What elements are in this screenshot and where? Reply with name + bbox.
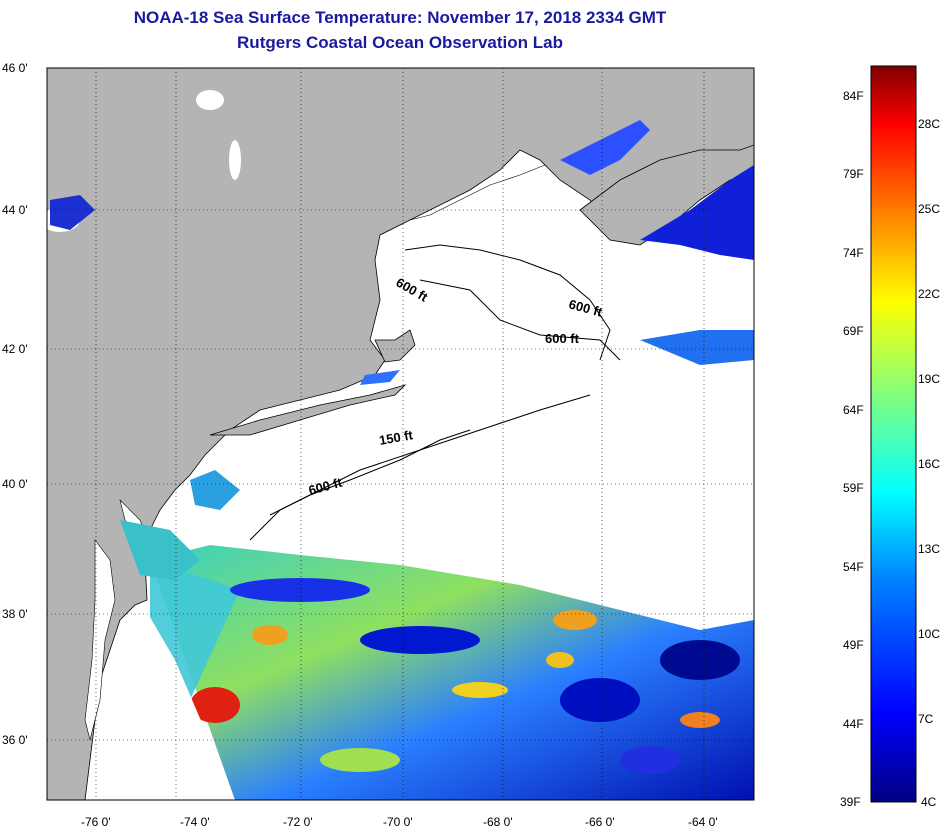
colorbar-f-label: 79F — [843, 167, 864, 181]
colorbar: 84F 79F 74F 69F 64F 59F 54F 49F 44F 39F … — [840, 65, 940, 809]
colorbar-f-label: 84F — [843, 89, 864, 103]
colorbar-c-label: 10C — [918, 627, 940, 641]
colorbar-c-label: 19C — [918, 372, 940, 386]
colorbar-c-label: 4C — [921, 795, 937, 809]
lon-label: -70 0' — [383, 815, 413, 829]
colorbar-f-label: 74F — [843, 246, 864, 260]
colorbar-f-label: 54F — [843, 560, 864, 574]
lat-label: 42 0' — [2, 342, 28, 356]
colorbar-f-labels: 84F 79F 74F 69F 64F 59F 54F 49F 44F 39F — [840, 89, 864, 809]
depth-label: 150 ft — [378, 427, 415, 448]
lat-label: 40 0' — [2, 477, 28, 491]
colorbar-c-label: 7C — [918, 712, 934, 726]
lat-label: 46 0' — [2, 61, 28, 75]
sst-features — [190, 578, 740, 774]
colorbar-f-label: 44F — [843, 717, 864, 731]
colorbar-c-label: 28C — [918, 117, 940, 131]
colorbar-f-label: 59F — [843, 481, 864, 495]
colorbar-f-label: 69F — [843, 324, 864, 338]
lon-label: -76 0' — [81, 815, 111, 829]
lon-label: -74 0' — [180, 815, 210, 829]
colorbar-c-label: 22C — [918, 287, 940, 301]
colorbar-c-labels: 28C 25C 22C 19C 16C 13C 10C 7C 4C — [918, 117, 940, 809]
lon-label: -68 0' — [483, 815, 513, 829]
colorbar-c-label: 16C — [918, 457, 940, 471]
lon-label: -64 0' — [688, 815, 718, 829]
lon-label: -72 0' — [283, 815, 313, 829]
lon-labels: -76 0' -74 0' -72 0' -70 0' -68 0' -66 0… — [81, 815, 718, 829]
colorbar-f-label: 64F — [843, 403, 864, 417]
colorbar-c-label: 13C — [918, 542, 940, 556]
depth-label: 600 ft — [545, 331, 580, 346]
lon-label: -66 0' — [585, 815, 615, 829]
colorbar-f-label: 49F — [843, 638, 864, 652]
lat-label: 44 0' — [2, 203, 28, 217]
map-subtitle: Rutgers Coastal Ocean Observation Lab — [237, 33, 563, 52]
colorbar-c-label: 25C — [918, 202, 940, 216]
map-title: NOAA-18 Sea Surface Temperature: Novembe… — [133, 8, 667, 27]
colorbar-gradient — [870, 65, 917, 803]
lat-label: 38 0' — [2, 607, 28, 621]
depth-contours — [249, 244, 621, 541]
colorbar-f-label: 39F — [840, 795, 861, 809]
lat-labels: 46 0' 44 0' 42 0' 40 0' 38 0' 36 0' — [2, 61, 28, 747]
lat-label: 36 0' — [2, 733, 28, 747]
